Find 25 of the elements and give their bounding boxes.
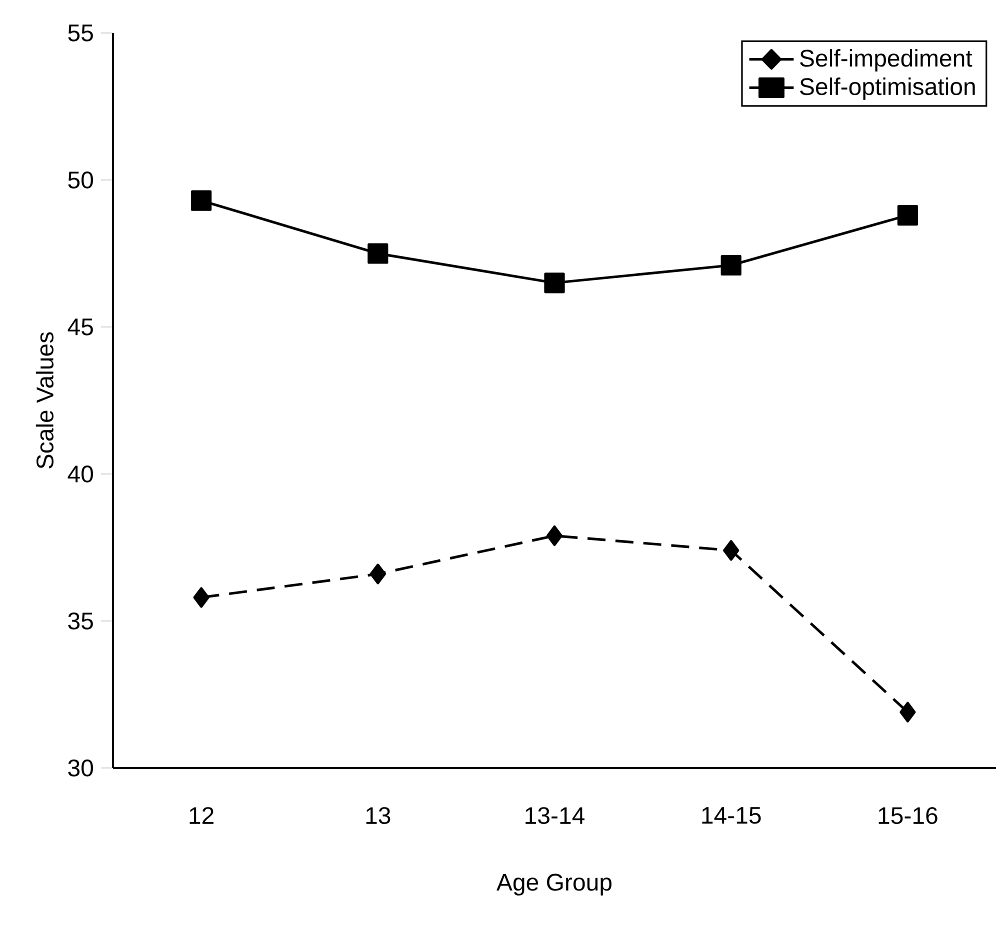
- point: [897, 204, 918, 226]
- point: [193, 587, 210, 608]
- x-tick-label: 12: [190, 807, 214, 824]
- point: [368, 243, 388, 264]
- y-tick-label: 55: [68, 24, 93, 42]
- y-tick-label: 45: [68, 318, 93, 336]
- x-tick-label: 13-14: [526, 807, 584, 824]
- x-tick-label: 15-16: [878, 807, 938, 824]
- legend-label: Self-optimisation: [800, 78, 975, 100]
- y-tick-label: 35: [68, 612, 93, 630]
- y-tick-label: 30: [68, 760, 94, 776]
- x-tick-label: 13: [366, 807, 390, 824]
- y-tick-label: 50: [68, 172, 94, 188]
- legend-label: Self-impediment: [800, 49, 972, 72]
- point: [370, 564, 386, 584]
- point: [191, 190, 212, 211]
- point: [900, 702, 916, 722]
- x-tick-label: 14-15: [702, 807, 761, 824]
- x-axis-title: Age Group: [496, 874, 612, 896]
- point: [723, 540, 740, 561]
- point: [720, 254, 742, 276]
- y-axis-title: Scale Values: [36, 332, 54, 469]
- point: [544, 272, 565, 294]
- point: [546, 525, 563, 546]
- y-tick-label: 40: [68, 466, 94, 482]
